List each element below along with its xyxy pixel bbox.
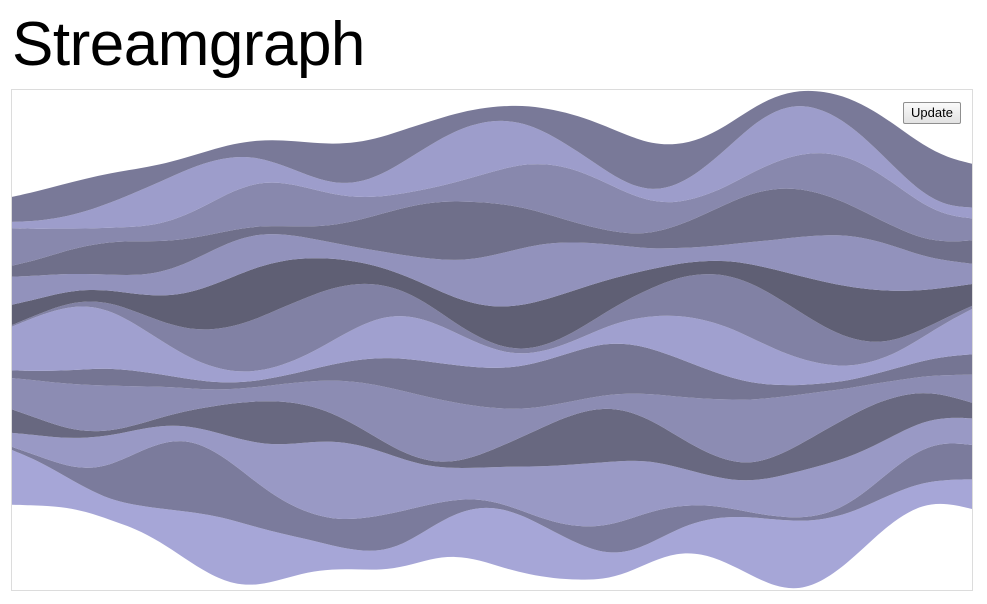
stream-layer-3	[12, 417, 972, 527]
page-title: Streamgraph	[12, 10, 365, 79]
stream-layer-14	[12, 90, 972, 222]
stream-layer-13	[12, 106, 972, 229]
stream-layer-4	[12, 393, 972, 481]
update-button[interactable]: Update	[903, 102, 961, 124]
stream-layer-1	[12, 450, 972, 589]
stream-layer-11	[12, 188, 972, 277]
stream-layer-8	[12, 274, 972, 372]
streamgraph-chart	[12, 90, 972, 589]
stream-layer-12	[12, 153, 972, 266]
stream-layer-6	[12, 343, 972, 409]
stream-layer-10	[12, 234, 972, 307]
stream-layer-5	[12, 374, 972, 463]
stream-layer-7	[12, 306, 972, 386]
stream-layer-9	[12, 258, 972, 349]
chart-frame: Update	[11, 89, 973, 591]
stream-layer-2	[12, 441, 972, 553]
